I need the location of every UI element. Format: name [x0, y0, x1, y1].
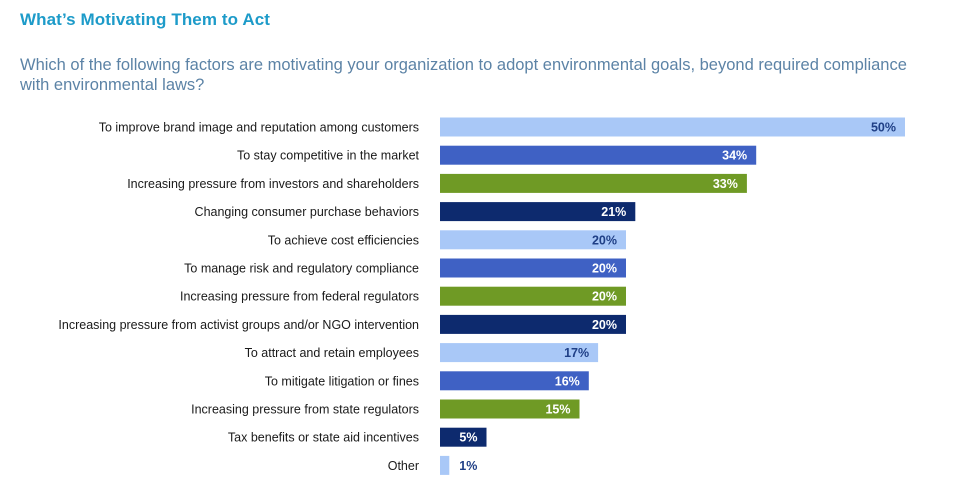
bar-to-manage-risk-and-regulatory-compliance — [440, 258, 626, 278]
chart-question: Which of the following factors are motiv… — [20, 56, 907, 94]
bar-tax-benefits-or-state-aid-incentives — [440, 427, 487, 447]
value-label-to-attract-and-retain-employees: 17% — [564, 346, 589, 360]
chart-title: What’s Motivating Them to Act — [20, 10, 271, 29]
value-label-to-stay-competitive-in-the-market: 34% — [722, 149, 747, 163]
value-label-changing-consumer-purchase-behaviors: 21% — [601, 205, 626, 219]
bar-to-attract-and-retain-employees — [440, 343, 599, 363]
category-label-changing-consumer-purchase-behaviors: Changing consumer purchase behaviors — [195, 205, 419, 219]
value-label-tax-benefits-or-state-aid-incentives: 5% — [459, 431, 477, 445]
category-label-to-attract-and-retain-employees: To attract and retain employees — [245, 346, 419, 360]
bar-to-mitigate-litigation-or-fines — [440, 371, 589, 391]
bar-to-stay-competitive-in-the-market — [440, 145, 757, 165]
bar-to-improve-brand-image-and-reputation-among-customers — [440, 117, 905, 137]
bar-increasing-pressure-from-activist-groups-and-or-ngo-intervention — [440, 314, 626, 334]
bar-increasing-pressure-from-state-regulators — [440, 399, 580, 419]
value-label-increasing-pressure-from-investors-and-shareholders: 33% — [713, 177, 738, 191]
category-label-tax-benefits-or-state-aid-incentives: Tax benefits or state aid incentives — [228, 431, 419, 445]
value-label-increasing-pressure-from-state-regulators: 15% — [545, 403, 570, 417]
category-label-to-mitigate-litigation-or-fines: To mitigate litigation or fines — [265, 374, 419, 388]
value-label-to-mitigate-litigation-or-fines: 16% — [555, 374, 580, 388]
value-label-to-manage-risk-and-regulatory-compliance: 20% — [592, 262, 617, 276]
category-label-to-stay-competitive-in-the-market: To stay competitive in the market — [237, 149, 420, 163]
bar-increasing-pressure-from-investors-and-shareholders — [440, 173, 747, 193]
bar-increasing-pressure-from-federal-regulators — [440, 286, 626, 306]
category-label-increasing-pressure-from-investors-and-shareholders: Increasing pressure from investors and s… — [127, 177, 419, 191]
value-label-other: 1% — [459, 459, 477, 473]
bar-changing-consumer-purchase-behaviors — [440, 202, 636, 222]
category-label-to-achieve-cost-efficiencies: To achieve cost efficiencies — [268, 233, 419, 247]
category-label-to-manage-risk-and-regulatory-compliance: To manage risk and regulatory compliance — [184, 262, 419, 276]
category-label-increasing-pressure-from-activist-groups-and-or-ngo-intervention: Increasing pressure from activist groups… — [58, 318, 419, 332]
bar-to-achieve-cost-efficiencies — [440, 230, 626, 250]
bar-other — [440, 455, 450, 475]
value-label-increasing-pressure-from-federal-regulators: 20% — [592, 290, 617, 304]
category-label-increasing-pressure-from-state-regulators: Increasing pressure from state regulator… — [191, 403, 419, 417]
value-label-increasing-pressure-from-activist-groups-and-or-ngo-intervention: 20% — [592, 318, 617, 332]
value-label-to-achieve-cost-efficiencies: 20% — [592, 233, 617, 247]
category-label-increasing-pressure-from-federal-regulators: Increasing pressure from federal regulat… — [180, 290, 419, 304]
category-label-to-improve-brand-image-and-reputation-among-customers: To improve brand image and reputation am… — [99, 121, 419, 135]
category-label-other: Other — [388, 459, 419, 473]
value-label-to-improve-brand-image-and-reputation-among-customers: 50% — [871, 121, 896, 135]
